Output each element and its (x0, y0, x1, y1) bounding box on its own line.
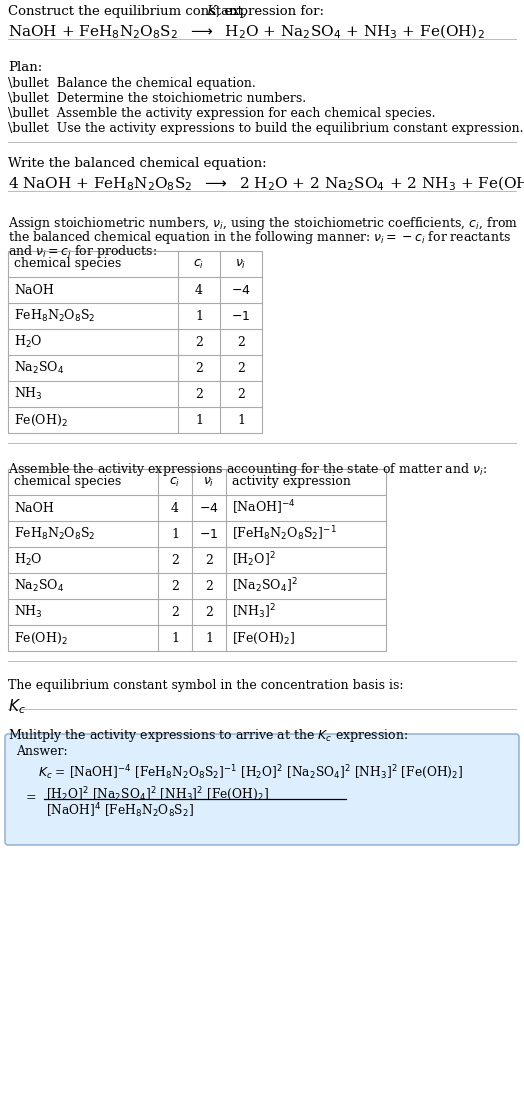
Text: $-1$: $-1$ (232, 309, 250, 323)
Text: Plan:: Plan: (8, 61, 42, 74)
Text: 2: 2 (205, 554, 213, 567)
Text: 2: 2 (171, 606, 179, 619)
Text: 2: 2 (237, 336, 245, 349)
Text: [H$_2$O]$^2$ [Na$_2$SO$_4$]$^2$ [NH$_3$]$^2$ [Fe(OH)$_2$]: [H$_2$O]$^2$ [Na$_2$SO$_4$]$^2$ [NH$_3$]… (46, 785, 269, 803)
Text: Construct the equilibrium constant,: Construct the equilibrium constant, (8, 6, 251, 18)
Text: $-4$: $-4$ (231, 283, 251, 296)
Text: [NaOH]$^4$ [FeH$_8$N$_2$O$_8$S$_2$]: [NaOH]$^4$ [FeH$_8$N$_2$O$_8$S$_2$] (46, 802, 194, 820)
Text: chemical species: chemical species (14, 476, 121, 489)
Text: 1: 1 (237, 414, 245, 426)
Text: 2: 2 (195, 336, 203, 349)
Text: \bullet  Assemble the activity expression for each chemical species.: \bullet Assemble the activity expression… (8, 107, 435, 120)
Text: NH$_3$: NH$_3$ (14, 386, 43, 402)
Bar (8, 251, 262, 433)
Text: Assign stoichiometric numbers, $\nu_i$, using the stoichiometric coefficients, $: Assign stoichiometric numbers, $\nu_i$, … (8, 215, 518, 232)
Text: 2: 2 (195, 361, 203, 374)
Text: [FeH$_8$N$_2$O$_8$S$_2$]$^{-1}$: [FeH$_8$N$_2$O$_8$S$_2$]$^{-1}$ (232, 525, 337, 544)
Text: [H$_2$O]$^2$: [H$_2$O]$^2$ (232, 550, 276, 569)
Text: $-1$: $-1$ (200, 527, 219, 541)
Text: 4 NaOH + FeH$_8$N$_2$O$_8$S$_2$  $\longrightarrow$  2 H$_2$O + 2 Na$_2$SO$_4$ + : 4 NaOH + FeH$_8$N$_2$O$_8$S$_2$ $\longri… (8, 175, 524, 194)
Text: \bullet  Determine the stoichiometric numbers.: \bullet Determine the stoichiometric num… (8, 92, 306, 105)
Text: activity expression: activity expression (232, 476, 351, 489)
Text: FeH$_8$N$_2$O$_8$S$_2$: FeH$_8$N$_2$O$_8$S$_2$ (14, 308, 95, 324)
Text: FeH$_8$N$_2$O$_8$S$_2$: FeH$_8$N$_2$O$_8$S$_2$ (14, 526, 95, 542)
Text: \bullet  Balance the chemical equation.: \bullet Balance the chemical equation. (8, 77, 256, 90)
Text: chemical species: chemical species (14, 258, 121, 271)
Text: 1: 1 (171, 632, 179, 644)
Text: Na$_2$SO$_4$: Na$_2$SO$_4$ (14, 578, 64, 595)
Text: 2: 2 (171, 554, 179, 567)
Text: the balanced chemical equation in the following manner: $\nu_i = -c_i$ for react: the balanced chemical equation in the fo… (8, 229, 511, 246)
Text: 2: 2 (195, 388, 203, 401)
Text: =: = (26, 791, 37, 804)
Text: 1: 1 (195, 414, 203, 426)
Text: NaOH + FeH$_8$N$_2$O$_8$S$_2$  $\longrightarrow$  H$_2$O + Na$_2$SO$_4$ + NH$_3$: NaOH + FeH$_8$N$_2$O$_8$S$_2$ $\longrigh… (8, 23, 485, 42)
Text: $\nu_i$: $\nu_i$ (235, 258, 247, 271)
Text: $K_c$ = [NaOH]$^{-4}$ [FeH$_8$N$_2$O$_8$S$_2$]$^{-1}$ [H$_2$O]$^2$ [Na$_2$SO$_4$: $K_c$ = [NaOH]$^{-4}$ [FeH$_8$N$_2$O$_8$… (38, 763, 463, 781)
Text: 2: 2 (205, 579, 213, 592)
Text: $c_i$: $c_i$ (193, 258, 205, 271)
Text: NaOH: NaOH (14, 501, 54, 514)
Text: [NH$_3$]$^2$: [NH$_3$]$^2$ (232, 602, 276, 621)
FancyBboxPatch shape (5, 734, 519, 844)
Text: 1: 1 (171, 527, 179, 541)
Text: NH$_3$: NH$_3$ (14, 604, 43, 620)
Text: Assemble the activity expressions accounting for the state of matter and $\nu_i$: Assemble the activity expressions accoun… (8, 461, 487, 478)
Text: K: K (206, 6, 216, 18)
Text: Na$_2$SO$_4$: Na$_2$SO$_4$ (14, 360, 64, 377)
Text: $\nu_i$: $\nu_i$ (203, 476, 215, 489)
Text: Fe(OH)$_2$: Fe(OH)$_2$ (14, 413, 68, 427)
Text: NaOH: NaOH (14, 283, 54, 296)
Text: $K_c$: $K_c$ (8, 697, 26, 716)
Text: 4: 4 (171, 501, 179, 514)
Text: 1: 1 (195, 309, 203, 323)
Text: 2: 2 (171, 579, 179, 592)
Text: and $\nu_i = c_i$ for products:: and $\nu_i = c_i$ for products: (8, 243, 157, 260)
Text: The equilibrium constant symbol in the concentration basis is:: The equilibrium constant symbol in the c… (8, 679, 403, 693)
Text: 4: 4 (195, 283, 203, 296)
Text: $c_i$: $c_i$ (169, 476, 181, 489)
Text: , expression for:: , expression for: (216, 6, 324, 18)
Text: H$_2$O: H$_2$O (14, 334, 42, 350)
Text: Fe(OH)$_2$: Fe(OH)$_2$ (14, 631, 68, 645)
Text: Answer:: Answer: (16, 745, 68, 757)
Text: Mulitply the activity expressions to arrive at the $K_c$ expression:: Mulitply the activity expressions to arr… (8, 727, 408, 744)
Text: [Na$_2$SO$_4$]$^2$: [Na$_2$SO$_4$]$^2$ (232, 577, 298, 596)
Text: 1: 1 (205, 632, 213, 644)
Text: 2: 2 (205, 606, 213, 619)
Text: [Fe(OH)$_2$]: [Fe(OH)$_2$] (232, 631, 296, 645)
Text: \bullet  Use the activity expressions to build the equilibrium constant expressi: \bullet Use the activity expressions to … (8, 122, 523, 135)
Text: H$_2$O: H$_2$O (14, 552, 42, 568)
Text: [NaOH]$^{-4}$: [NaOH]$^{-4}$ (232, 499, 296, 517)
Text: 2: 2 (237, 388, 245, 401)
Text: Write the balanced chemical equation:: Write the balanced chemical equation: (8, 157, 267, 170)
Text: 2: 2 (237, 361, 245, 374)
Bar (8, 469, 386, 651)
Text: $-4$: $-4$ (199, 501, 219, 514)
